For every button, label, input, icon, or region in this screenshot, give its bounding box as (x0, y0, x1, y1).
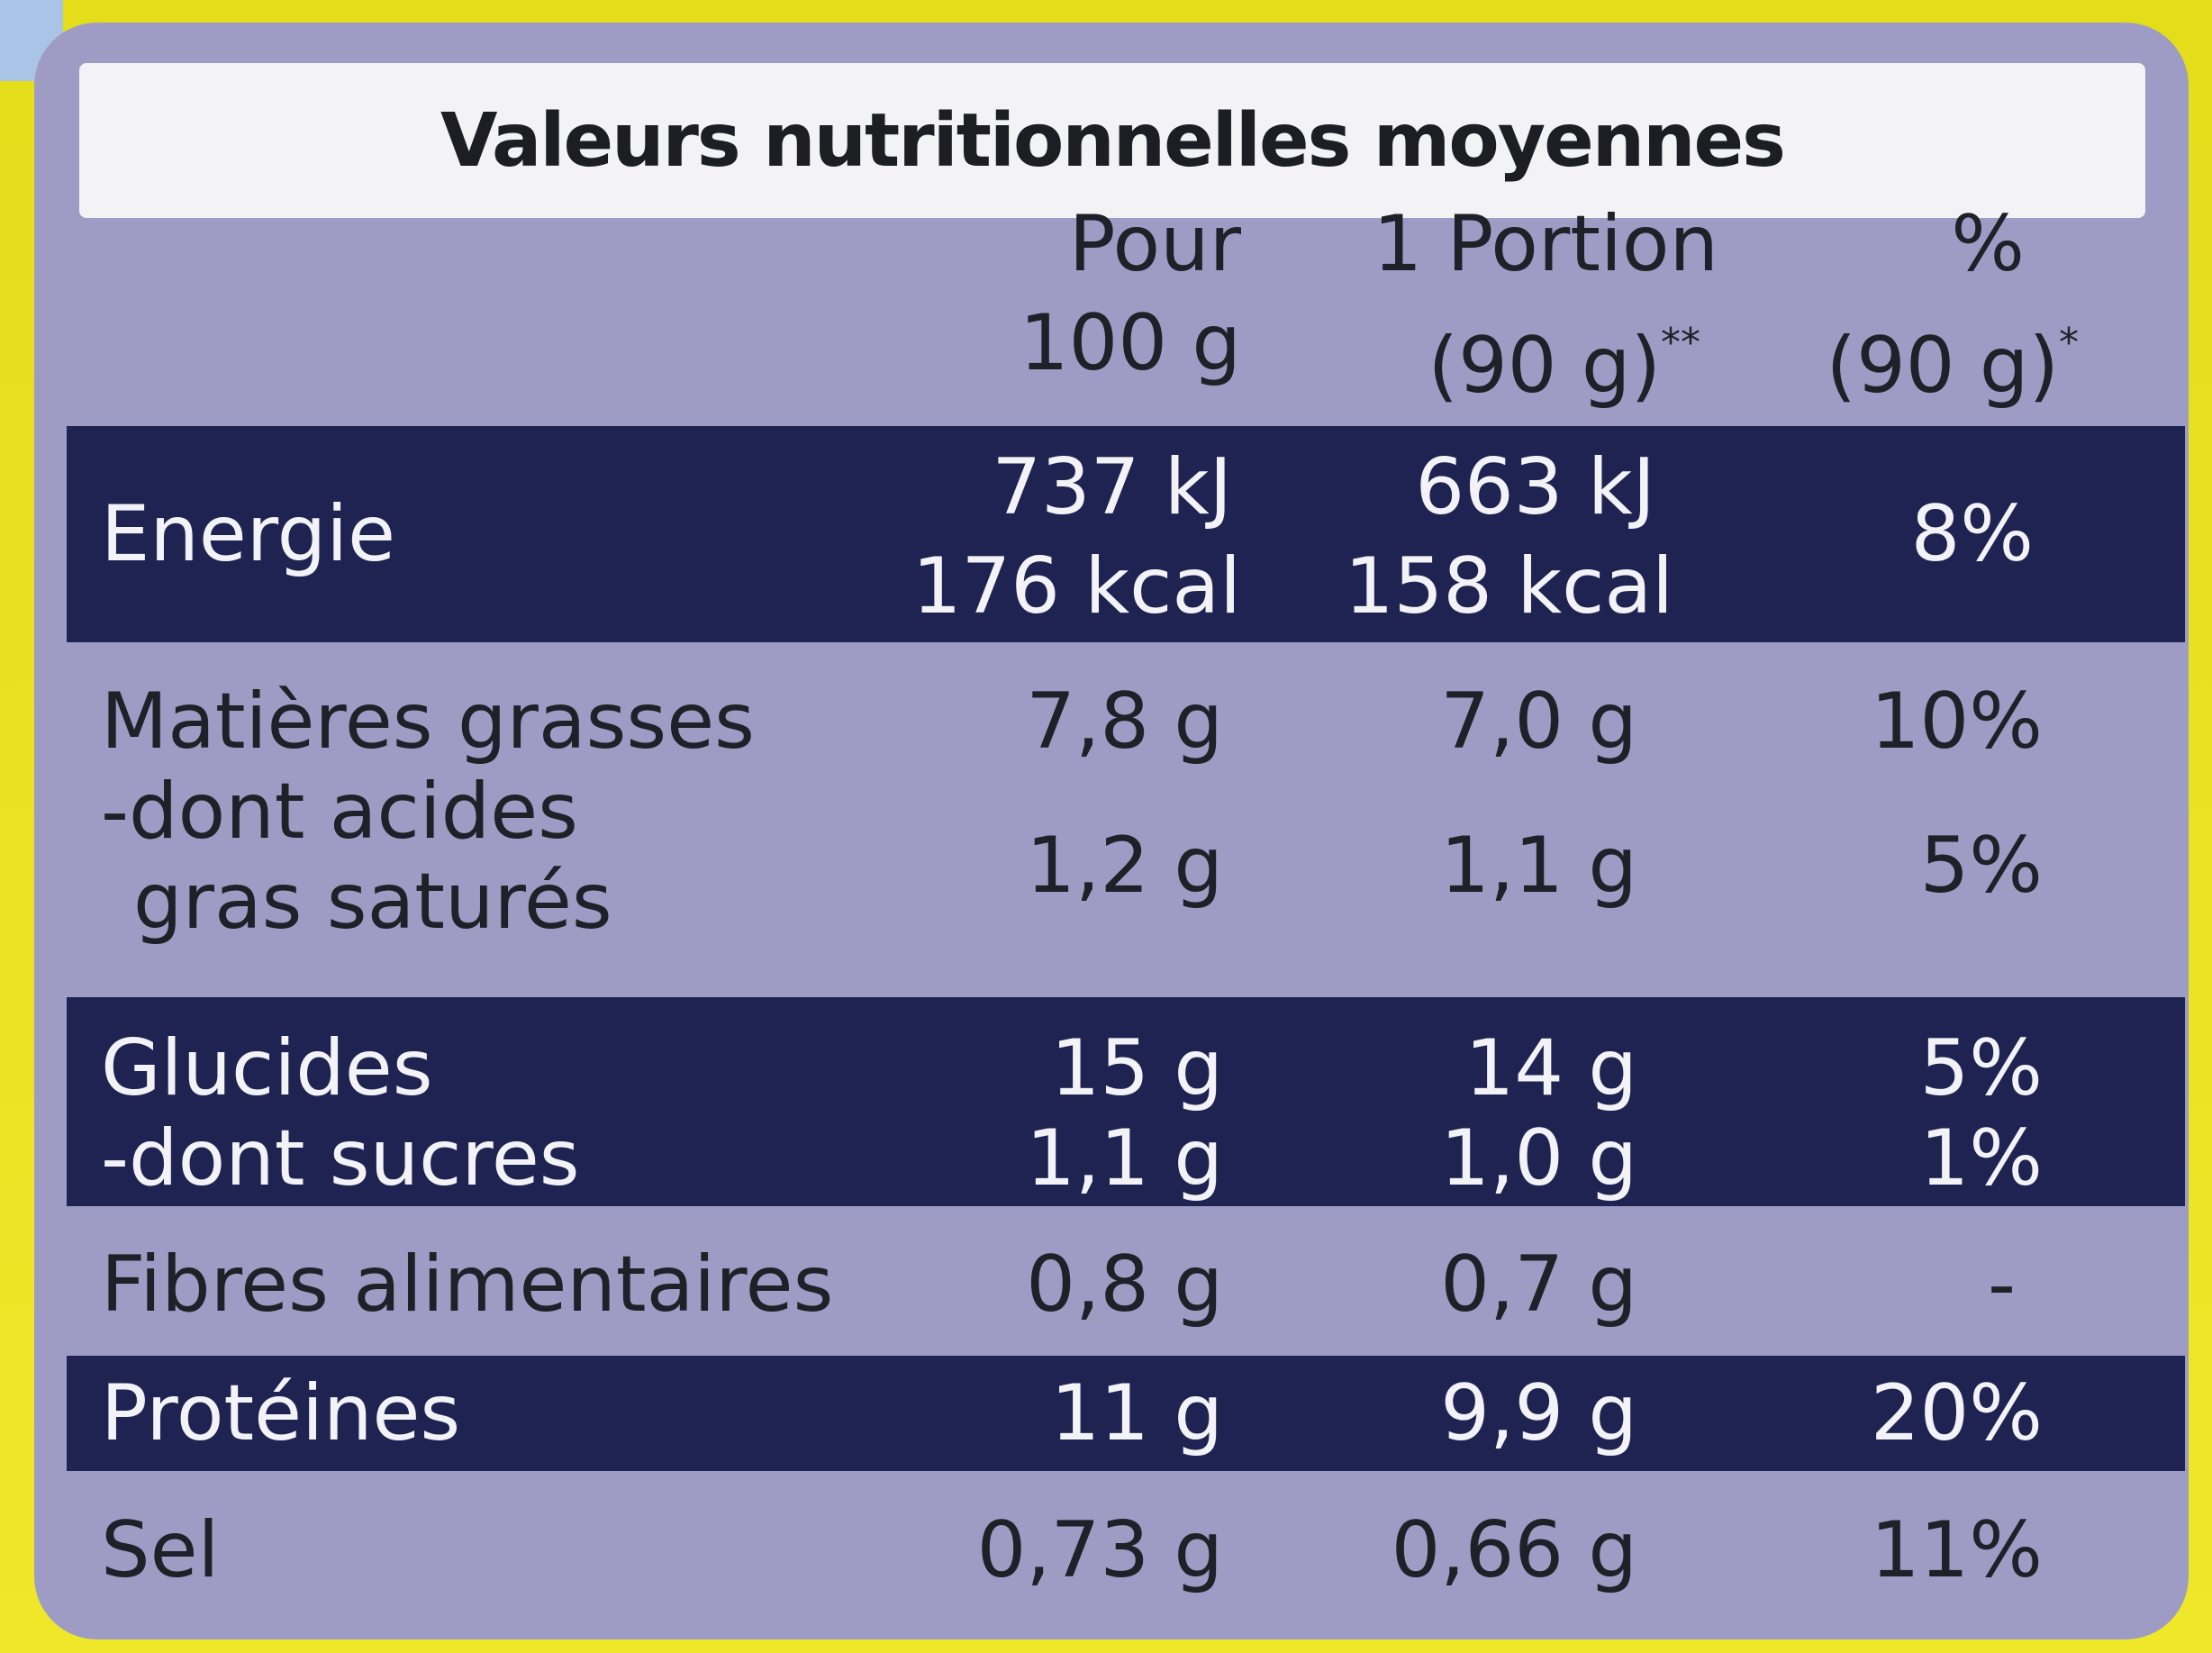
col-portion-footnote-mark: ** (1661, 320, 1700, 366)
row-sucres-100g: 1,1 g (1026, 1113, 1223, 1203)
row-energie-pct: 8% (1910, 489, 2034, 579)
col-pct-footnote-mark: * (2059, 320, 2079, 366)
row-glucides-portion: 14 g (1464, 1023, 1637, 1113)
row-glucides-100g: 15 g (1050, 1023, 1223, 1113)
nutrition-title: Valeurs nutritionnelles moyennes (440, 97, 1786, 184)
row-energie-100g-kcal: 176 kcal (911, 541, 1241, 631)
row-sucres-portion: 1,0 g (1440, 1113, 1637, 1203)
row-proteines-label: Protéines (101, 1368, 461, 1458)
row-satures-portion: 1,1 g (1440, 821, 1637, 911)
row-satures-100g: 1,2 g (1026, 821, 1223, 911)
row-fibres-100g: 0,8 g (1026, 1240, 1223, 1330)
row-proteines-pct: 20% (1870, 1368, 2043, 1458)
row-sucres-label: -dont sucres (101, 1113, 580, 1203)
row-satures-pct: 5% (1919, 821, 2043, 911)
title-box: Valeurs nutritionnelles moyennes (79, 63, 2145, 218)
row-sel-100g: 0,73 g (976, 1505, 1223, 1595)
row-fibres-pct: - (1987, 1240, 2016, 1330)
row-fibres-label: Fibres alimentaires (101, 1240, 834, 1330)
row-satures-label-line1: -dont acides (101, 767, 578, 857)
row-satures-label-line2: gras saturés (133, 857, 612, 947)
row-matieres-portion: 7,0 g (1440, 677, 1637, 767)
row-sel-pct: 11% (1870, 1505, 2043, 1595)
row-proteines-portion: 9,9 g (1440, 1368, 1637, 1458)
row-matieres-pct: 10% (1870, 677, 2043, 767)
row-energie-label: Energie (101, 489, 395, 579)
row-glucides-band (67, 997, 2185, 1206)
row-energie-portion-kcal: 158 kcal (1344, 541, 1673, 631)
col-100g-header-line2: 100 g (1019, 298, 1241, 388)
row-matieres-label: Matières grasses (101, 677, 755, 767)
row-energie-100g-kj: 737 kJ (992, 442, 1232, 532)
row-sel-portion: 0,66 g (1391, 1505, 1637, 1595)
row-proteines-band (67, 1356, 2185, 1471)
col-portion-header-line2: (90 g)** (1277, 293, 1700, 416)
col-portion-header-line1: 1 Portion (1373, 199, 1718, 289)
row-energie-band (67, 426, 2185, 642)
row-matieres-100g: 7,8 g (1026, 677, 1223, 767)
col-pct-amount: (90 g) (1826, 321, 2059, 411)
row-proteines-100g: 11 g (1050, 1368, 1223, 1458)
row-energie-portion-kj: 663 kJ (1415, 442, 1655, 532)
nutrition-panel: Valeurs nutritionnelles moyennes Pour 10… (34, 23, 2189, 1639)
col-100g-header-line1: Pour (1068, 199, 1241, 289)
col-portion-amount: (90 g) (1428, 321, 1661, 411)
row-sucres-pct: 1% (1919, 1113, 2043, 1203)
row-glucides-label: Glucides (101, 1023, 433, 1113)
col-pct-header-line1: % (1951, 199, 2025, 289)
row-sel-label: Sel (101, 1505, 220, 1595)
row-fibres-portion: 0,7 g (1440, 1240, 1637, 1330)
col-pct-header-line2: (90 g)* (1772, 293, 2079, 416)
row-glucides-pct: 5% (1919, 1023, 2043, 1113)
